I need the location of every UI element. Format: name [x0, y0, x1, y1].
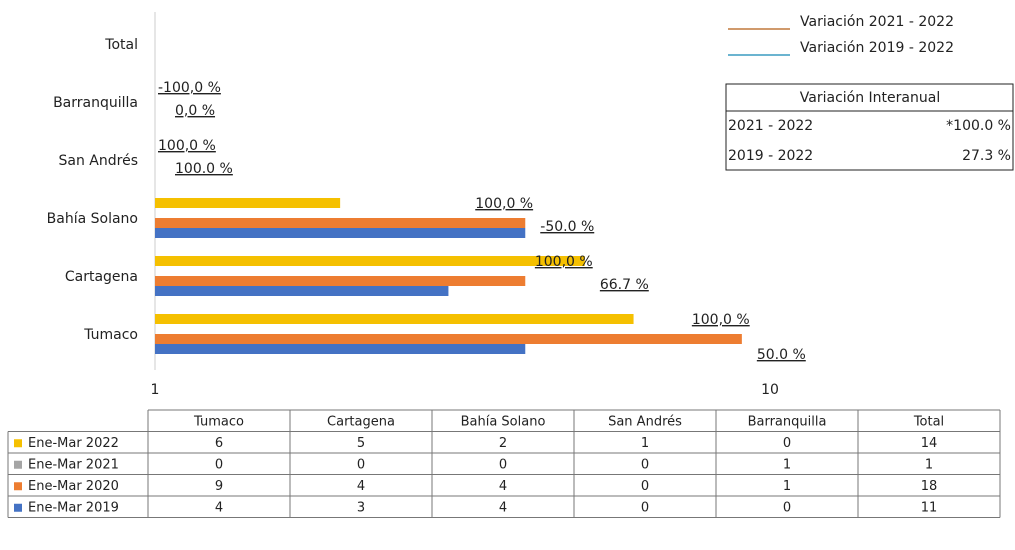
- bar: [155, 314, 634, 324]
- table-header: Bahía Solano: [461, 414, 546, 429]
- variation-label: 100,0 %: [535, 254, 593, 270]
- x-tick-label: 10: [761, 382, 779, 398]
- table-cell: 1: [783, 457, 791, 472]
- y-tick-label: Bahía Solano: [47, 211, 138, 227]
- series-name: Ene-Mar 2020: [28, 479, 119, 494]
- table-cell: 18: [921, 479, 938, 494]
- summary-label: 2019 - 2022: [728, 148, 813, 164]
- y-tick-label: Barranquilla: [53, 95, 138, 111]
- y-tick-label: Tumaco: [83, 327, 138, 343]
- series-name: Ene-Mar 2019: [28, 500, 119, 515]
- variation-label: 100.0 %: [175, 161, 233, 177]
- variation-label: 66.7 %: [600, 277, 649, 293]
- table-cell: 9: [215, 479, 223, 494]
- legend-swatch: [14, 503, 22, 512]
- table-cell: 3: [357, 500, 365, 515]
- table-cell: 0: [783, 500, 791, 515]
- table-header: San Andrés: [608, 414, 682, 429]
- legend-swatch: [14, 439, 22, 448]
- table-cell: 0: [783, 436, 791, 451]
- table-cell: 4: [499, 500, 507, 515]
- y-tick-label: Cartagena: [65, 269, 138, 285]
- legend-swatch: [14, 482, 22, 491]
- variation-label: 0,0 %: [175, 103, 215, 119]
- legend-swatch: [14, 460, 22, 469]
- table-cell: 4: [357, 479, 365, 494]
- table-cell: 0: [641, 479, 649, 494]
- series-name: Ene-Mar 2022: [28, 436, 119, 451]
- table-cell: 11: [921, 500, 938, 515]
- summary-box: [725, 83, 1014, 171]
- variation-label: 100,0 %: [158, 138, 216, 154]
- legend-label: Variación 2021 - 2022: [800, 14, 954, 30]
- legend-label: Variación 2019 - 2022: [800, 40, 954, 56]
- table-header: Total: [913, 414, 944, 429]
- table-cell: 14: [921, 436, 938, 451]
- variation-label: 100,0 %: [475, 196, 533, 212]
- bar: [155, 344, 526, 354]
- variation-label: -50.0 %: [540, 219, 594, 235]
- bar: [155, 256, 585, 266]
- summary-value: 27.3 %: [962, 148, 1011, 164]
- table-cell: 1: [925, 457, 933, 472]
- table-cell: 0: [641, 457, 649, 472]
- table-header: Cartagena: [327, 414, 395, 429]
- table-cell: 0: [357, 457, 365, 472]
- table-cell: 2: [499, 436, 507, 451]
- table-cell: 1: [783, 479, 791, 494]
- table-header: Tumaco: [193, 414, 244, 429]
- summary-label: 2021 - 2022: [728, 118, 813, 134]
- table-cell: 4: [499, 479, 507, 494]
- table-cell: 0: [641, 500, 649, 515]
- y-tick-label: Total: [104, 37, 138, 53]
- table-cell: 4: [215, 500, 223, 515]
- bar: [155, 286, 449, 296]
- x-tick-label: 1: [151, 382, 160, 398]
- variation-label: -100,0 %: [158, 80, 221, 96]
- table-cell: 0: [499, 457, 507, 472]
- table-cell: 6: [215, 436, 223, 451]
- summary-value: *100.0 %: [946, 118, 1011, 134]
- bar: [155, 334, 742, 344]
- bar: [155, 276, 526, 286]
- variation-label: 100,0 %: [692, 312, 750, 328]
- bar: [155, 228, 526, 238]
- summary-title: Variación Interanual: [800, 90, 940, 106]
- variation-label: 50.0 %: [757, 347, 806, 363]
- table-cell: 5: [357, 436, 365, 451]
- y-tick-label: San Andrés: [59, 153, 138, 169]
- series-name: Ene-Mar 2021: [28, 457, 119, 472]
- bar: [155, 218, 526, 228]
- table-cell: 1: [641, 436, 649, 451]
- table-header: Barranquilla: [748, 414, 827, 429]
- table-cell: 0: [215, 457, 223, 472]
- bar: [155, 198, 341, 208]
